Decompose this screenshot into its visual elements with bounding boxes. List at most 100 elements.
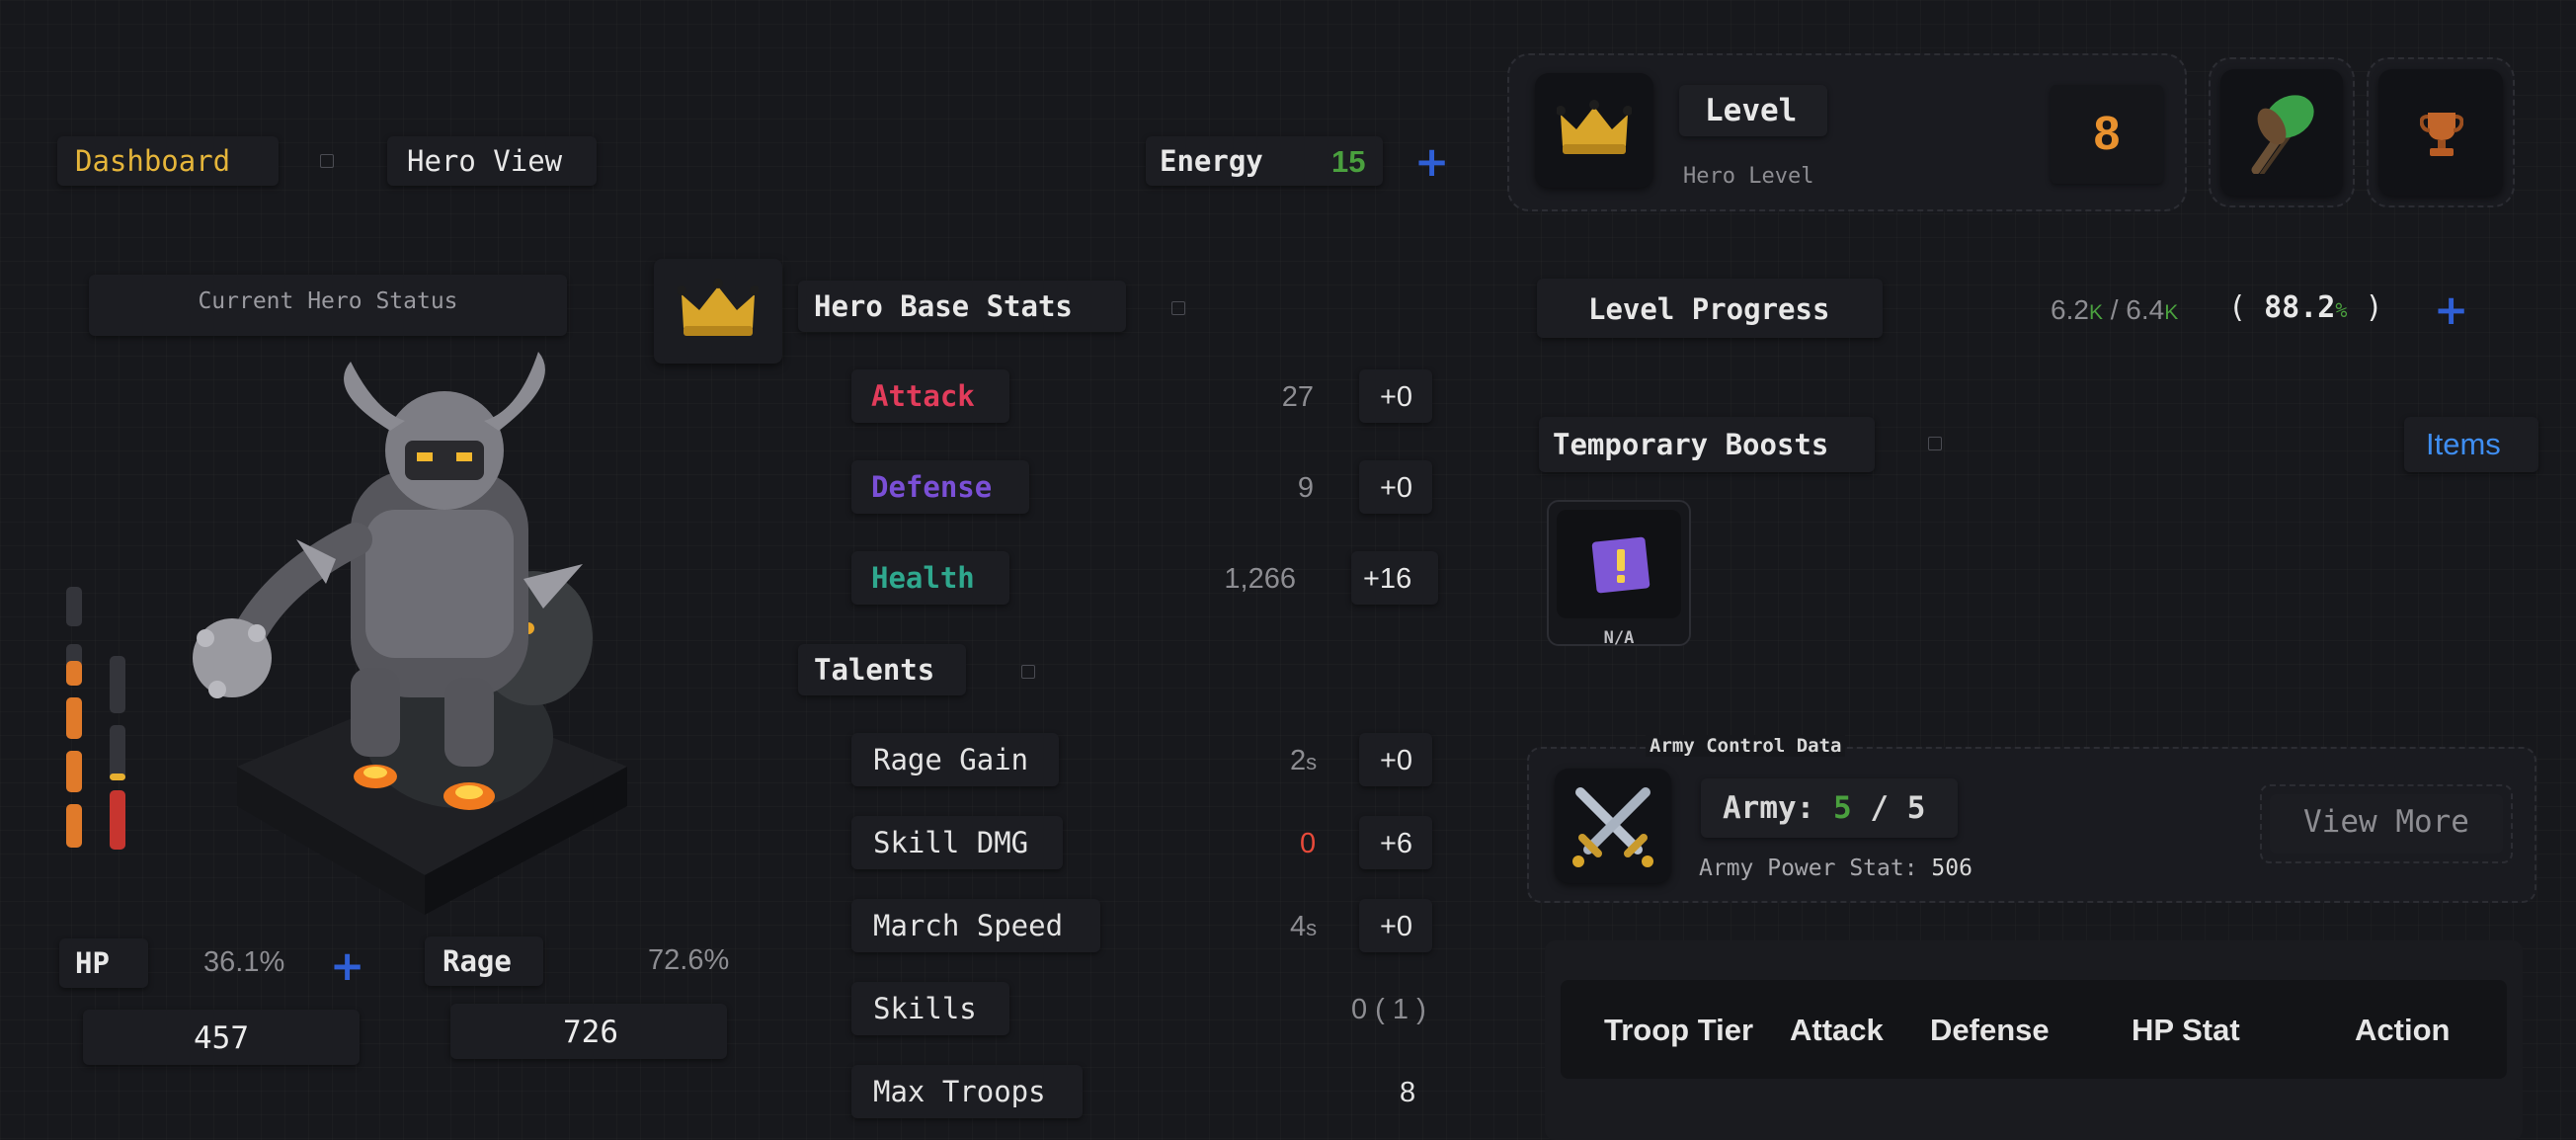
hp-gauge-segment [66, 751, 82, 792]
energy-display: Energy 15 [1146, 136, 1383, 186]
rage-value-chip: 726 [450, 1004, 727, 1059]
level-title: Level [1705, 93, 1798, 128]
defense-bonus: +0 [1380, 472, 1413, 504]
talents-checkbox[interactable] [1021, 665, 1035, 679]
army-panel: Army: 5 / 5 Army Power Stat: 506 View Mo… [1527, 747, 2536, 903]
dashboard-label: Dashboard [75, 144, 231, 178]
hero-portrait [193, 352, 627, 915]
boost-slot-label: N/A [1603, 628, 1635, 648]
boost-item-icon [1591, 536, 1650, 594]
level-title-chip: Level [1679, 85, 1827, 136]
rage-gain-bonus: +0 [1380, 745, 1413, 776]
view-more-label: View More [2303, 804, 2469, 840]
march-speed-value: 4s [1290, 911, 1318, 942]
base-stats-checkbox[interactable] [1171, 301, 1185, 315]
trophy-slot[interactable] [2367, 57, 2515, 207]
hero-view-checkbox[interactable] [320, 154, 334, 168]
level-panel: Level Hero Level 8 [1507, 53, 2187, 211]
level-subtitle: Hero Level [1683, 164, 1814, 189]
rage-gauge-segment [110, 656, 125, 713]
march-speed-label-chip [851, 899, 1100, 952]
defense-label: Defense [871, 470, 993, 504]
hp-gauge-segment [66, 644, 82, 686]
hp-add-button[interactable]: + [330, 941, 365, 990]
health-value: 1,266 [1224, 563, 1296, 595]
defense-value: 9 [1297, 472, 1314, 504]
energy-label: Energy [1160, 144, 1263, 178]
dashboard-tab[interactable]: Dashboard [57, 136, 279, 186]
items-link[interactable]: Items [2426, 427, 2501, 461]
march-speed-bonus-chip [1359, 899, 1432, 952]
march-speed-bonus: +0 [1380, 911, 1413, 942]
trophy-icon [2420, 113, 2463, 156]
army-power: Army Power Stat: 506 [1699, 855, 1972, 881]
view-more-button[interactable]: View More [2260, 784, 2513, 863]
hero-view-tab[interactable]: Hero View [387, 136, 597, 186]
action-header: Action [2355, 1013, 2451, 1047]
energy-value: 15 [1331, 144, 1366, 179]
view-more-inner: View More [2270, 794, 2503, 854]
talents-title: Talents [814, 653, 935, 687]
skill-dmg-value: 0 [1300, 828, 1317, 859]
defense-label-chip [851, 460, 1029, 514]
trophy-tile [2378, 69, 2503, 196]
boost-slot[interactable]: N/A [1547, 500, 1691, 648]
skill-dmg-label: Skill DMG [873, 826, 1029, 859]
level-crown-tile [1535, 73, 1653, 188]
level-progress-add-button[interactable]: + [2434, 285, 2469, 334]
march-speed-label: March Speed [873, 909, 1064, 942]
rage-value: 726 [563, 1015, 618, 1050]
health-label-chip [851, 551, 1009, 605]
hp-gauge-segment [66, 587, 82, 626]
rage-gain-bonus-chip [1359, 733, 1432, 786]
hammer-icon [2251, 95, 2314, 174]
rage-gauge-segment [110, 790, 125, 850]
temporary-boosts-header: Temporary Boosts [1539, 417, 1875, 472]
skill-dmg-bonus-chip [1359, 816, 1432, 869]
rage-gain-value: 2s [1290, 745, 1318, 776]
level-value-chip: 8 [2051, 85, 2163, 184]
troop-table: Troop Tier Attack Defense HP Stat Action [1545, 940, 2523, 1140]
defense-header: Defense [1930, 1013, 2050, 1047]
skills-label-chip [851, 982, 1009, 1035]
hp-label-chip: HP [59, 938, 148, 988]
max-troops-label-chip [851, 1065, 1083, 1118]
hp-percent: 36.1% [203, 946, 285, 978]
hp-value: 457 [194, 1020, 249, 1056]
troop-table-header: Troop Tier Attack Defense HP Stat Action [1561, 980, 2507, 1079]
rage-label-chip: Rage [425, 936, 543, 986]
energy-add-button[interactable]: + [1414, 137, 1450, 186]
items-link-chip[interactable]: Items [2404, 417, 2538, 472]
crown-icon [1557, 100, 1632, 154]
skill-dmg-label-chip [851, 816, 1063, 869]
level-progress-xp: 6.2K / 6.4K [2051, 294, 2179, 325]
hp-gauge-segment [66, 697, 82, 739]
rage-gauge-segment [110, 725, 125, 780]
base-stats-crown-tile [654, 259, 782, 364]
troop-tier-header: Troop Tier [1604, 1013, 1754, 1047]
talents-header: Talents [798, 644, 966, 695]
level-progress-header: Level Progress [1537, 279, 1883, 338]
rage-gain-label-chip [851, 733, 1059, 786]
max-troops-label: Max Troops [873, 1075, 1046, 1108]
temporary-boosts-checkbox[interactable] [1928, 437, 1942, 450]
boost-slot-inner [1557, 510, 1681, 618]
rage-gain-label: Rage Gain [873, 743, 1029, 776]
crossed-swords-icon [1572, 787, 1653, 867]
attack-bonus-chip [1359, 369, 1432, 423]
hammer-tile [2220, 69, 2343, 196]
army-count: Army: 5 / 5 [1723, 790, 1926, 826]
army-control-caption: Army Control Data [1646, 735, 1846, 757]
attack-value: 27 [1281, 381, 1314, 413]
hp-stat-header: HP Stat [2132, 1013, 2240, 1047]
attack-label-chip [851, 369, 1009, 423]
hammer-slot[interactable] [2209, 57, 2355, 207]
level-value: 8 [2093, 108, 2121, 160]
max-troops-value: 8 [1400, 1077, 1416, 1108]
attack-header: Attack [1790, 1013, 1884, 1047]
attack-bonus: +0 [1380, 381, 1413, 413]
crown-icon [678, 279, 759, 336]
rage-percent: 72.6% [648, 944, 730, 976]
rage-label: Rage [443, 944, 512, 978]
hero-status-header: Current Hero Status [89, 275, 567, 336]
